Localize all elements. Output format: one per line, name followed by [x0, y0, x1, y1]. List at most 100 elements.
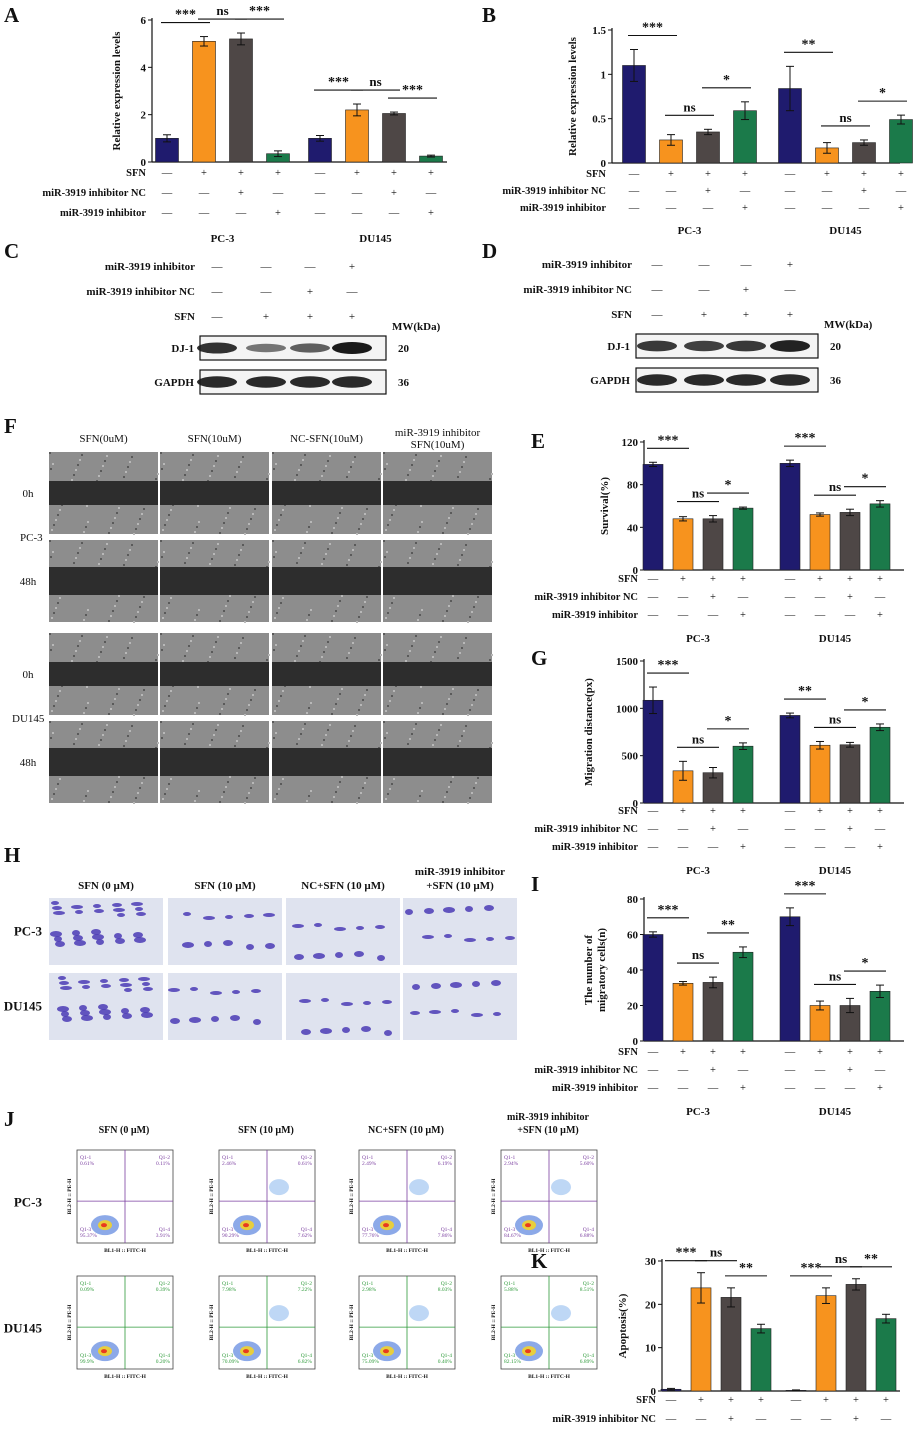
sig-label: **: [721, 918, 735, 933]
cell-speckle: [170, 690, 172, 692]
cell-speckle: [57, 695, 59, 697]
cell-speckle: [160, 721, 162, 723]
cell-speckle: [278, 519, 280, 521]
cell-speckle: [252, 601, 254, 603]
cell-speckle: [221, 796, 223, 798]
cell-speckle: [141, 694, 143, 696]
treatment-sign: —: [755, 1414, 767, 1425]
cell-speckle: [274, 710, 276, 712]
cell-speckle: [321, 744, 323, 746]
cell-speckle: [473, 787, 475, 789]
treatment-sign: +: [710, 1047, 716, 1058]
cell-speckle: [108, 532, 110, 534]
cell-speckle: [85, 795, 87, 797]
cell-speckle: [135, 616, 137, 618]
cell-speckle: [444, 708, 446, 710]
cell-speckle: [215, 729, 217, 731]
migrated-cell: [429, 1010, 441, 1014]
cell-speckle: [59, 690, 61, 692]
protein-band: [770, 340, 810, 352]
cell-speckle: [217, 724, 219, 726]
y-tick-label: 80: [627, 480, 639, 492]
quadrant-percent: 0.09%: [80, 1287, 95, 1293]
cell-speckle: [77, 645, 79, 647]
cell-speckle: [116, 600, 118, 602]
cell-speckle: [190, 640, 192, 642]
cell-speckle: [366, 508, 368, 510]
migrated-cell: [493, 1012, 501, 1016]
cell-speckle: [358, 709, 360, 711]
cell-speckle: [53, 612, 55, 614]
cell-speckle: [384, 468, 386, 470]
migrated-cell: [53, 911, 65, 915]
y-tick-label: 1500: [616, 656, 639, 668]
y-tick-label: 40: [627, 522, 639, 534]
treatment-sign: —: [821, 203, 833, 214]
quadrant-percent: Q1-4: [301, 1353, 313, 1359]
cell-speckle: [461, 466, 463, 468]
migrated-cell: [50, 931, 62, 937]
cell-speckle: [339, 781, 341, 783]
band-label: GAPDH: [590, 375, 630, 387]
cell-speckle: [452, 776, 454, 778]
cell-speckle: [442, 620, 444, 622]
protein-band: [684, 340, 724, 352]
cell-speckle: [275, 463, 277, 465]
sig-label: *: [862, 956, 869, 971]
cell-speckle: [273, 556, 275, 558]
quadrant-percent: 0.61%: [298, 1161, 313, 1167]
cell-speckle: [188, 464, 190, 466]
cell-speckle: [49, 633, 51, 635]
cell-speckle: [366, 596, 368, 598]
cell-speckle: [459, 740, 461, 742]
cell-speckle: [448, 786, 450, 788]
bar: [720, 1297, 742, 1392]
event-density-peak: [101, 1223, 107, 1228]
cell-speckle: [225, 605, 227, 607]
cell-speckle: [391, 783, 393, 785]
cell-speckle: [229, 595, 231, 597]
scratch-gap: [272, 567, 381, 595]
migrated-cell: [444, 934, 452, 938]
chart-A: 0 2 4 6 Relative expression levels *** ns *** **…: [42, 3, 447, 245]
cell-speckle: [411, 645, 413, 647]
cell-speckle: [79, 640, 81, 642]
migrated-cell: [122, 1013, 132, 1019]
cell-speckle: [129, 549, 131, 551]
cell-speckle: [331, 801, 333, 803]
treatment-sign: —: [784, 824, 796, 835]
cell-speckle: [329, 636, 331, 638]
sig-label: ***: [175, 8, 196, 23]
migrated-cell: [204, 941, 212, 947]
migrated-cell: [124, 988, 132, 992]
cell-speckle: [114, 786, 116, 788]
cell-speckle: [242, 544, 244, 546]
cell-speckle: [73, 562, 75, 564]
cell-speckle: [49, 540, 51, 542]
migrated-cell: [170, 1018, 180, 1024]
cell-speckle: [407, 743, 409, 745]
sig-label: ***: [801, 1261, 822, 1276]
migrated-cell: [230, 1015, 240, 1021]
event-density-upper: [409, 1179, 429, 1196]
cell-speckle: [461, 735, 463, 737]
cell-speckle: [272, 452, 274, 454]
cell-speckle: [194, 800, 196, 802]
migrated-cell: [136, 912, 146, 916]
cell-speckle: [436, 646, 438, 648]
cell-speckle: [350, 647, 352, 649]
cell-speckle: [236, 652, 238, 654]
cell-speckle: [405, 660, 407, 662]
cell-speckle: [438, 548, 440, 550]
cell-speckle: [440, 543, 442, 545]
cell-speckle: [114, 605, 116, 607]
treatment-sign: +: [705, 186, 711, 197]
migrated-cell: [74, 940, 86, 946]
cell-speckle: [278, 607, 280, 609]
cell-speckle: [225, 698, 227, 700]
treatment-sign: +: [740, 806, 746, 817]
cell-speckle: [450, 600, 452, 602]
cell-speckle: [184, 655, 186, 657]
migrated-cell: [75, 910, 83, 914]
cell-speckle: [268, 742, 270, 744]
